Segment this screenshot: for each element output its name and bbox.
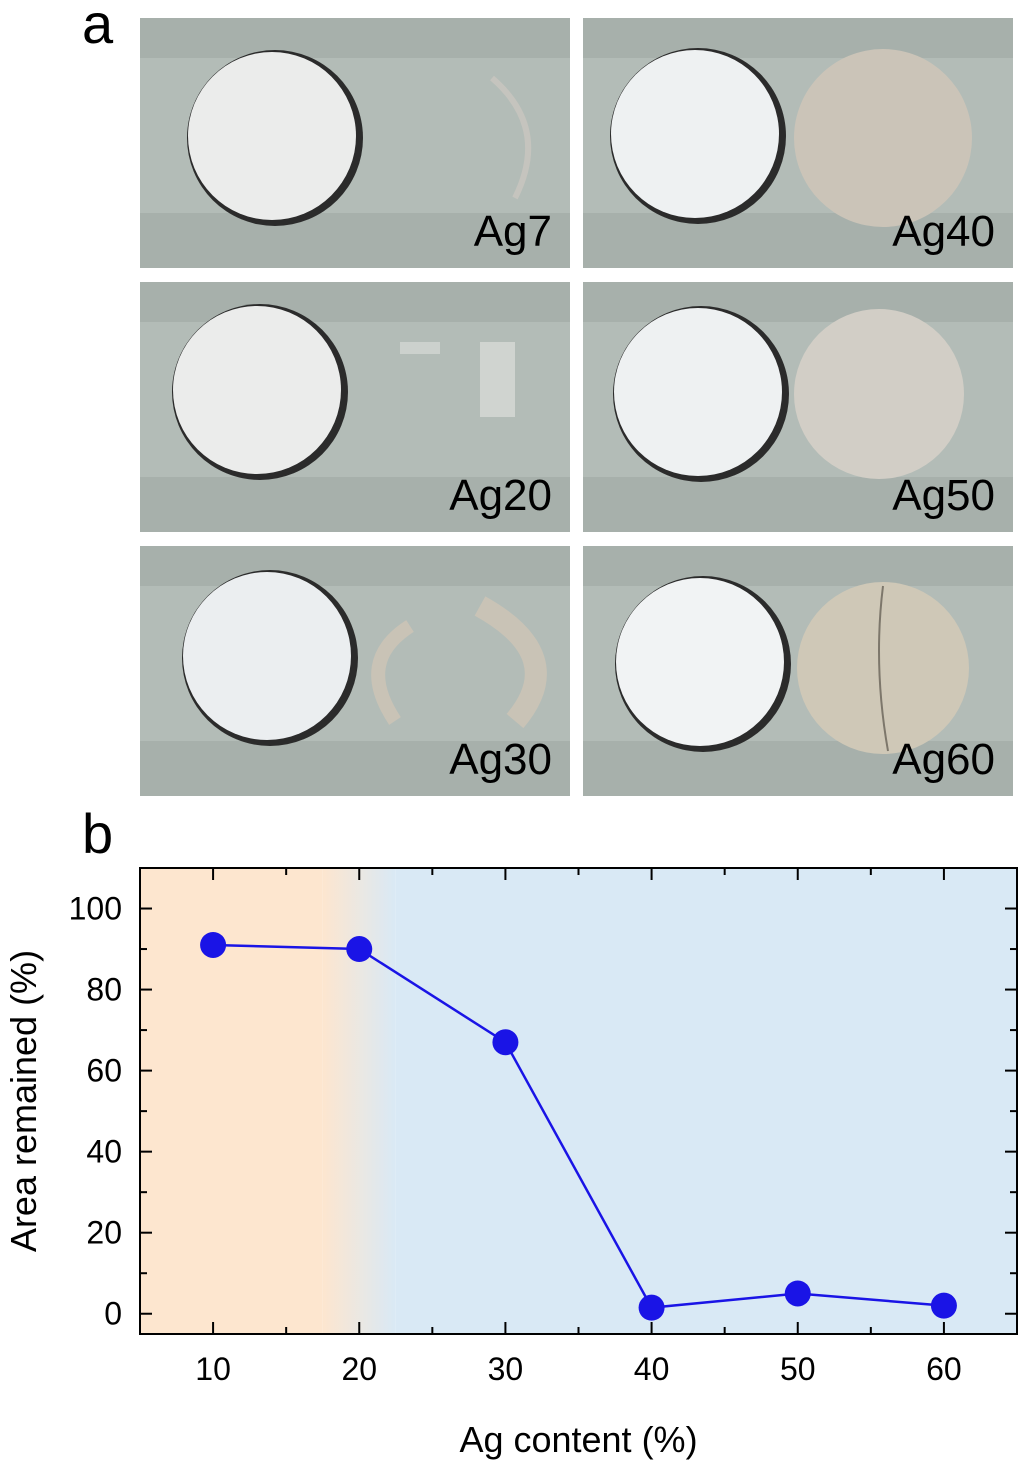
data-point [784, 1280, 811, 1307]
sample-label: Ag40 [892, 207, 995, 256]
sample-label: Ag20 [449, 471, 552, 520]
photo-ag60: Ag60 [583, 546, 1013, 796]
sample-photo-ag7 [140, 18, 570, 268]
data-point [638, 1294, 665, 1321]
x-tick-label: 40 [634, 1351, 670, 1387]
sample-photo-ag30 [140, 546, 570, 796]
series-line [213, 943, 945, 1309]
sample-photo-ag50 [583, 282, 1013, 532]
y-tick-label: 0 [104, 1296, 122, 1332]
y-tick-label: 40 [86, 1134, 122, 1170]
x-tick-label: 30 [488, 1351, 524, 1387]
x-tick-label: 60 [926, 1351, 962, 1387]
sample-photo-ag20 [140, 282, 570, 532]
background-region [140, 868, 323, 1334]
background-region [395, 868, 1018, 1334]
photo-ag20: Ag20 [140, 282, 570, 532]
y-tick-label: 100 [69, 891, 122, 927]
photo-ag40: Ag40 [583, 18, 1013, 268]
sample-label: Ag30 [449, 735, 552, 784]
y-tick-label: 60 [86, 1053, 122, 1089]
x-tick-label: 50 [780, 1351, 816, 1387]
data-point [930, 1292, 957, 1319]
sample-label: Ag60 [892, 735, 995, 784]
photo-ag7: Ag7 [140, 18, 570, 268]
sample-photo-ag60 [583, 546, 1013, 796]
photo-ag50: Ag50 [583, 282, 1013, 532]
x-tick-label: 10 [195, 1351, 231, 1387]
panel-letter-a: a [82, 0, 114, 55]
x-axis-label: Ag content (%) [459, 1419, 697, 1460]
sample-photo-ag40 [583, 18, 1013, 268]
photo-ag30: Ag30 [140, 546, 570, 796]
y-tick-label: 80 [86, 972, 122, 1008]
x-tick-label: 20 [341, 1351, 377, 1387]
data-point [346, 936, 373, 963]
y-tick-label: 20 [86, 1215, 122, 1251]
panel-letter-b: b [82, 802, 114, 865]
y-axis-label: Area remained (%) [3, 950, 44, 1252]
sample-label: Ag50 [892, 471, 995, 520]
data-point [492, 1029, 519, 1056]
data-point [200, 931, 227, 958]
sample-label: Ag7 [473, 207, 552, 256]
